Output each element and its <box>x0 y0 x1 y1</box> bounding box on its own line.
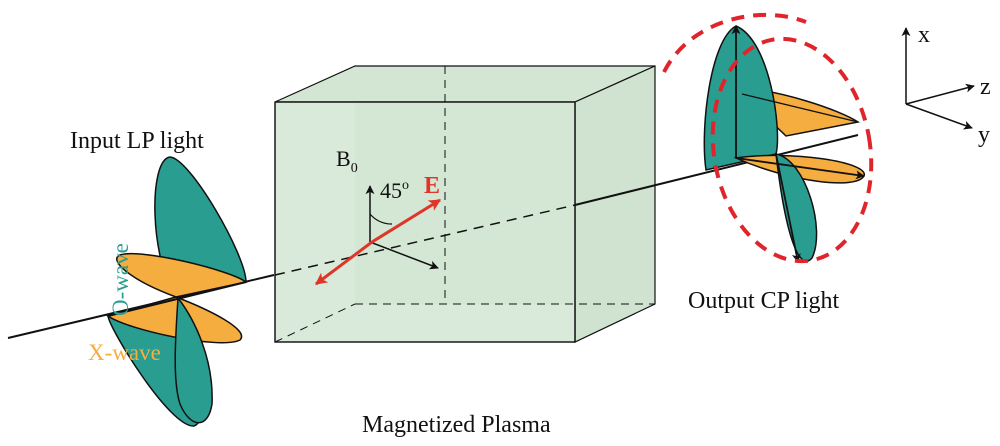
input-o-wave-front-lobe <box>174 295 213 424</box>
e-field-arrow <box>371 198 442 244</box>
angle-degree: o <box>402 178 409 193</box>
output-o-wave-lower <box>775 153 818 262</box>
plasma-label: Magnetized Plasma <box>362 412 551 438</box>
plasma-cube <box>274 65 656 343</box>
output-o-wave-upper <box>703 25 779 171</box>
e-field-label: E <box>424 173 440 199</box>
angle-value: 45 <box>380 178 402 203</box>
input-wave-group <box>106 156 248 427</box>
coordinate-axes <box>901 27 975 130</box>
cube-front-outline <box>274 101 576 343</box>
e-field-arrow-neg <box>315 240 373 286</box>
cube-hidden-edge-d <box>274 303 356 343</box>
axis-x-label: x <box>918 22 930 48</box>
angle-label: 45o <box>380 178 409 203</box>
output-light-label: Output CP light <box>688 288 839 314</box>
axis-z-label: z <box>980 74 991 100</box>
cp-ellipse <box>710 36 874 264</box>
input-light-label: Input LP light <box>70 128 204 154</box>
angle-arc <box>369 213 393 225</box>
o-wave-label: O-wave <box>108 243 133 316</box>
b0-subscript: 0 <box>351 161 358 176</box>
axis-y-line <box>905 103 973 130</box>
field-vectors <box>315 185 442 286</box>
horizontal-arrow <box>369 241 439 270</box>
cube-front-face <box>274 101 576 343</box>
axis-y-label: y <box>978 122 990 148</box>
beam-line-inside <box>274 204 576 276</box>
output-wave-group <box>662 12 874 264</box>
cube-right-face <box>574 65 656 343</box>
x-wave-label: X-wave <box>88 340 161 365</box>
input-axis-through-waves <box>107 281 247 317</box>
axis-z-line <box>905 83 975 105</box>
output-vector-down <box>775 153 801 263</box>
b0-symbol: B <box>336 146 351 171</box>
b0-label: B0 <box>336 146 358 176</box>
output-vector-diag <box>741 93 859 123</box>
input-x-wave-back <box>116 252 248 298</box>
output-vector-x <box>735 157 865 180</box>
